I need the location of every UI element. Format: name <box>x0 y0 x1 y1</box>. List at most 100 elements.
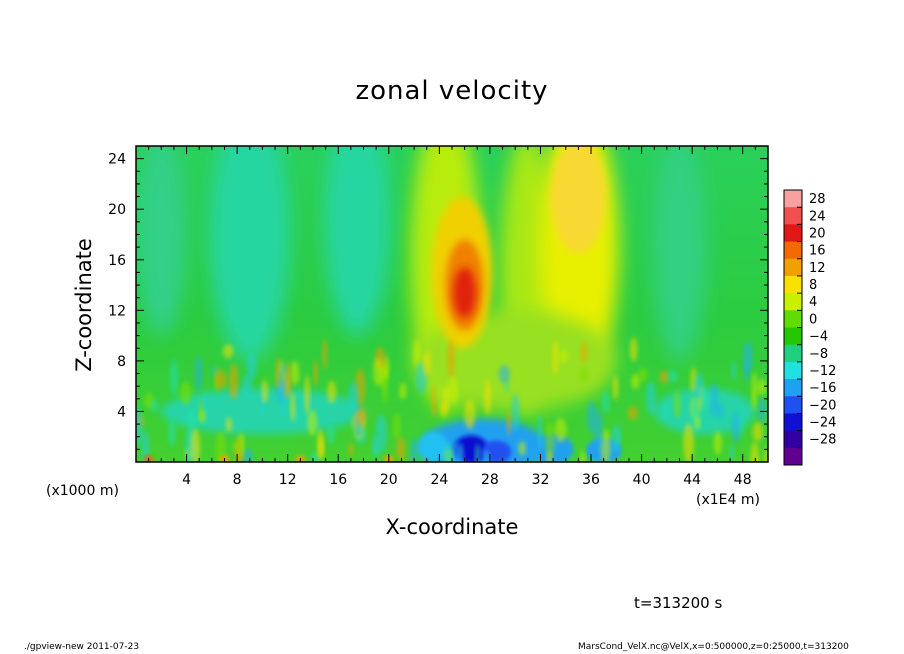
turbulence-streak <box>392 413 401 440</box>
turbulence-streak <box>307 409 318 436</box>
turbulence-streak <box>372 435 379 455</box>
field-structure <box>136 146 187 336</box>
turbulence-streak <box>348 443 354 458</box>
x-tick-label: 44 <box>683 472 701 488</box>
turbulence-streak <box>290 392 296 422</box>
x-tick-label: 12 <box>279 472 297 488</box>
colorbar-swatch <box>784 293 802 311</box>
colorbar-label: 16 <box>809 244 826 259</box>
turbulence-streak <box>326 425 336 444</box>
turbulence-streak <box>355 407 367 426</box>
turbulence-streak <box>304 375 311 414</box>
colorbar-swatch <box>784 327 802 346</box>
colorbar-swatch <box>784 396 802 414</box>
field-structure <box>324 146 391 336</box>
turbulence-streak <box>629 337 638 362</box>
turbulence-streak <box>752 421 763 442</box>
turbulence-streak <box>410 438 419 462</box>
colorbar-swatch <box>784 447 802 466</box>
x-tick-label: 8 <box>233 472 242 488</box>
turbulence-streak <box>375 414 387 453</box>
turbulence-streak <box>215 431 227 462</box>
turbulence-streak <box>396 436 406 461</box>
colorbar-swatch <box>784 344 802 363</box>
colorbar-swatch <box>784 310 802 328</box>
turbulence-streak <box>484 379 492 416</box>
footer-file-info: MarsCond_VelX.nc@VelX,x=0:500000,z=0:250… <box>578 642 849 652</box>
field-structure <box>651 146 708 361</box>
y-tick-label: 12 <box>108 303 126 319</box>
turbulence-streak <box>246 352 257 380</box>
x-axis-label: X-coordinate <box>385 515 519 539</box>
turbulence-streak <box>228 363 239 400</box>
turbulence-streak <box>731 361 737 380</box>
turbulence-streak <box>284 362 292 398</box>
colorbar-label: −4 <box>809 330 828 345</box>
y-tick-label: 4 <box>117 404 126 420</box>
x-unit-left: (x1000 m) <box>46 483 119 499</box>
turbulence-streak <box>451 441 461 462</box>
x-tick-label: 36 <box>582 472 600 488</box>
turbulence-streak <box>743 360 750 382</box>
turbulence-streak <box>458 442 464 462</box>
turbulence-streak <box>290 361 300 386</box>
chart-title: zonal velocity <box>355 76 549 106</box>
turbulence-streak <box>764 446 768 462</box>
turbulence-streak <box>439 402 449 418</box>
colorbar-swatch <box>784 190 802 208</box>
colorbar-label: 28 <box>809 192 826 207</box>
turbulence-streak <box>322 338 328 370</box>
colorbar-label: −20 <box>809 398 836 413</box>
turbulence-streak <box>464 398 476 430</box>
colorbar-label: −12 <box>809 364 836 379</box>
turbulence-streak <box>413 339 421 367</box>
y-tick-label: 8 <box>117 354 126 370</box>
turbulence-streak <box>700 388 711 410</box>
turbulence-streak <box>327 380 337 404</box>
turbulence-streak <box>673 390 681 419</box>
turbulence-streak <box>611 424 622 453</box>
colorbar-label: −28 <box>809 433 836 448</box>
turbulence-streak <box>716 403 725 419</box>
x-tick-label: 48 <box>734 472 752 488</box>
turbulence-streak <box>511 393 520 431</box>
colorbar-swatch <box>784 413 802 432</box>
turbulence-streak <box>195 355 203 391</box>
turbulence-streak <box>483 450 490 462</box>
turbulence-streak <box>447 376 459 404</box>
field-structure <box>550 146 607 254</box>
turbulence-streak <box>694 416 701 430</box>
turbulence-streak <box>518 441 527 456</box>
turbulence-streak <box>662 401 669 421</box>
turbulence-streak <box>222 344 234 359</box>
turbulence-streak <box>232 440 242 453</box>
turbulence-streak <box>506 410 512 436</box>
turbulence-streak <box>241 374 253 397</box>
colorbar-label: −16 <box>809 381 836 396</box>
plot-area <box>136 146 768 462</box>
turbulence-streak <box>600 428 611 462</box>
turbulence-streak <box>593 411 603 451</box>
y-tick-label: 16 <box>108 253 126 269</box>
x-axis-label-wrap: X-coordinate <box>0 515 904 539</box>
x-tick-label: 24 <box>430 472 448 488</box>
y-tick-label: 20 <box>108 202 126 218</box>
turbulence-streak <box>757 397 767 423</box>
colorbar-label: 8 <box>809 278 817 293</box>
field-structure <box>453 267 477 318</box>
turbulence-streak <box>348 382 359 411</box>
turbulence-streak <box>167 419 177 447</box>
turbulence-streak <box>498 365 510 384</box>
turbulence-streak <box>552 340 559 375</box>
time-annotation: t=313200 s <box>634 594 723 612</box>
turbulence-streak <box>261 379 268 404</box>
turbulence-streak <box>659 370 669 384</box>
colorbar-swatch <box>784 258 802 277</box>
turbulence-streak <box>170 359 179 397</box>
turbulence-streak <box>431 384 437 418</box>
colorbar-label: 12 <box>809 261 826 276</box>
turbulence-streak <box>317 429 324 460</box>
colorbar-swatch <box>784 361 802 380</box>
turbulence-streak <box>683 423 694 462</box>
